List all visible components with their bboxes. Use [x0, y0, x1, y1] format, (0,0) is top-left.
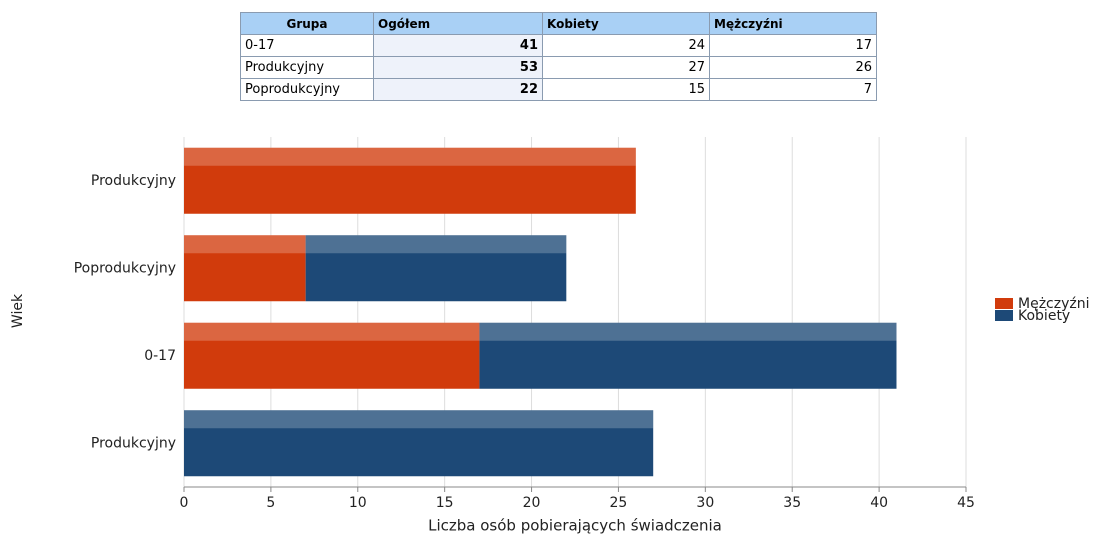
y-axis-title: Wiek [10, 293, 26, 328]
x-tick-label: 35 [783, 495, 801, 511]
row: Produkcyjny 53 27 26 [240, 56, 877, 79]
x-tick-label: 0 [180, 495, 189, 511]
data-table: Grupa Ogółem Kobiety Mężczyźni 0-17 41 24 17 Pro… [240, 12, 877, 101]
cell: Poprodukcyjny [240, 78, 374, 101]
row: Poprodukcyjny 22 15 7 [240, 78, 877, 101]
x-tick-label: 10 [349, 495, 367, 511]
x-axis-title: Liczba osób pobierających świadczenia [428, 517, 722, 534]
cell: 7 [709, 78, 877, 101]
x-tick-label: 15 [436, 495, 454, 511]
cell: 26 [709, 56, 877, 79]
legend-swatch [995, 298, 1013, 309]
y-tick-label: 0-17 [144, 348, 176, 364]
bar [184, 235, 306, 302]
x-tick-label: 5 [266, 495, 275, 511]
x-tick-label: 20 [523, 495, 541, 511]
x-tick-label: 40 [870, 495, 888, 511]
y-tick-label: Produkcyjny [91, 173, 176, 189]
legend-label: Kobiety [1018, 308, 1070, 324]
bar [479, 322, 897, 389]
y-tick-label: Poprodukcyjny [74, 260, 176, 276]
cell: Produkcyjny [240, 56, 374, 79]
legend-label: Mężczyźni [1018, 296, 1089, 312]
bar-highlight [184, 322, 480, 341]
bar-highlight [184, 235, 306, 254]
x-tick-label: 30 [696, 495, 714, 511]
bar [184, 322, 480, 389]
cell: 22 [373, 78, 543, 101]
bar-highlight [184, 147, 636, 166]
bar-highlight [184, 410, 654, 429]
cell: 15 [542, 78, 710, 101]
cell: 41 [373, 34, 543, 57]
bar [184, 410, 654, 477]
x-tick-label: 45 [957, 495, 975, 511]
y-tick-label: Produkcyjny [91, 435, 176, 451]
bar [184, 147, 636, 214]
cell: 17 [709, 34, 877, 57]
header-cell: Kobiety [542, 12, 710, 35]
legend-swatch [995, 310, 1013, 321]
header-row: Grupa Ogółem Kobiety Mężczyźni [240, 12, 877, 35]
header-cell: Grupa [240, 12, 374, 35]
bar-highlight [479, 322, 897, 341]
header-cell: Ogółem [373, 12, 543, 35]
bar-highlight [305, 235, 567, 254]
bar [305, 235, 567, 302]
x-tick-label: 25 [610, 495, 628, 511]
row: 0-17 41 24 17 [240, 34, 877, 57]
cell: 53 [373, 56, 543, 79]
